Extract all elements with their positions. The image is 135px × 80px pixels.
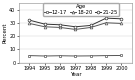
X-axis label: Year: Year [70, 72, 81, 77]
18-20 [59, 27, 61, 28]
12-17 [28, 55, 30, 56]
18-20 [121, 23, 122, 24]
12-17 [105, 55, 107, 56]
Line: 18-20: 18-20 [28, 21, 123, 31]
12-17 [59, 55, 61, 56]
18-20 [28, 23, 30, 24]
21-25 [75, 26, 76, 27]
18-20 [105, 22, 107, 23]
18-20 [90, 27, 92, 28]
21-25 [105, 18, 107, 19]
Y-axis label: Percent: Percent [3, 22, 8, 43]
12-17 [121, 55, 122, 56]
Line: 12-17: 12-17 [28, 54, 123, 57]
Line: 21-25: 21-25 [28, 17, 123, 28]
21-25 [121, 18, 122, 19]
12-17 [90, 55, 92, 56]
18-20 [75, 29, 76, 30]
21-25 [59, 24, 61, 25]
Legend: 12-17, 18-20, 21-25: 12-17, 18-20, 21-25 [43, 3, 119, 16]
21-25 [28, 20, 30, 21]
21-25 [90, 25, 92, 26]
21-25 [44, 24, 45, 25]
18-20 [44, 26, 45, 27]
